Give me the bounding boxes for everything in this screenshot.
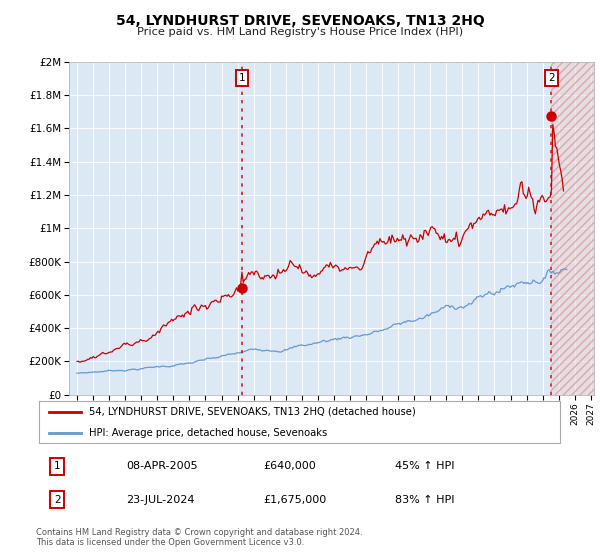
Text: 54, LYNDHURST DRIVE, SEVENOAKS, TN13 2HQ: 54, LYNDHURST DRIVE, SEVENOAKS, TN13 2HQ [116,14,484,28]
Text: 83% ↑ HPI: 83% ↑ HPI [395,495,455,505]
Text: 1: 1 [239,73,245,83]
Text: Price paid vs. HM Land Registry's House Price Index (HPI): Price paid vs. HM Land Registry's House … [137,27,463,37]
Text: 2: 2 [548,73,555,83]
Bar [551,62,594,395]
Text: 45% ↑ HPI: 45% ↑ HPI [395,461,455,471]
Bar [551,62,594,395]
FancyBboxPatch shape [38,401,560,444]
Text: £1,675,000: £1,675,000 [263,495,326,505]
Text: 54, LYNDHURST DRIVE, SEVENOAKS, TN13 2HQ (detached house): 54, LYNDHURST DRIVE, SEVENOAKS, TN13 2HQ… [89,407,416,417]
Text: Contains HM Land Registry data © Crown copyright and database right 2024.
This d: Contains HM Land Registry data © Crown c… [36,528,362,547]
Text: HPI: Average price, detached house, Sevenoaks: HPI: Average price, detached house, Seve… [89,428,327,438]
Text: 1: 1 [54,461,61,471]
Text: 08-APR-2005: 08-APR-2005 [126,461,197,471]
Text: 23-JUL-2024: 23-JUL-2024 [126,495,194,505]
Text: £640,000: £640,000 [263,461,316,471]
Text: 2: 2 [54,495,61,505]
